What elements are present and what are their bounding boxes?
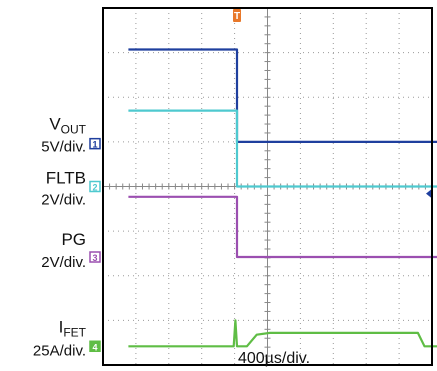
channel-marker-vout (89, 137, 101, 150)
channel-scale-vout: 5V/div. (41, 139, 86, 156)
channel-scale-ifet: 25A/div. (33, 342, 86, 359)
channel-marker-filled-ifet (90, 341, 100, 352)
trigger-marker-label: T (234, 11, 240, 22)
channel-marker-fltb (89, 180, 101, 193)
channel-marker-number: 4 (92, 342, 97, 352)
channel-marker-number: 2 (92, 183, 97, 193)
channel-name-main: V (49, 115, 61, 134)
channel-markers: T12344 (89, 9, 431, 352)
channel-name-main: PG (61, 230, 86, 249)
trace-vout (128, 48, 437, 143)
trigger-level-icon (426, 189, 431, 198)
channel-name-subscript: OUT (61, 123, 87, 137)
channel-name-pg: PG (61, 230, 86, 249)
channel-scale-pg: 2V/div. (41, 254, 86, 271)
channel-name-ifet: IFET (59, 317, 87, 339)
trigger-marker-icon (233, 9, 241, 22)
channel-name-subscript: FET (63, 325, 86, 339)
trace-fltb (128, 109, 437, 188)
channel-marker-pg (89, 251, 101, 263)
trace-ifet (128, 319, 437, 348)
channel-name-vout: VOUT (49, 115, 86, 137)
waveform-traces (128, 48, 437, 348)
channel-name-fltb: FLTB (46, 169, 86, 188)
channel-name-main: FLTB (46, 169, 86, 188)
channel-scale-fltb: 2V/div. (41, 192, 86, 209)
plot-area-border (102, 7, 433, 366)
channel-marker-number: 1 (92, 140, 97, 150)
channel-labels: VOUT 5V/div. FLTB 2V/div. PG 2V/div. IFET 25A/d… (33, 115, 87, 360)
trace-pg (128, 195, 437, 259)
channel-marker-number: 3 (92, 253, 97, 263)
x-axis-label: 400µs/div. (238, 350, 310, 367)
channel-name-main: I (59, 317, 64, 336)
